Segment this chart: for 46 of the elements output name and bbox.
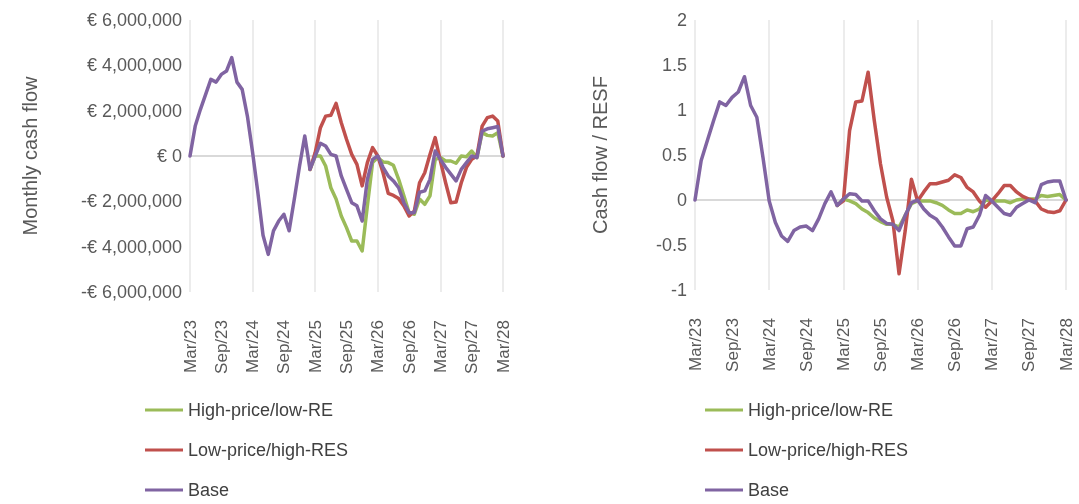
x-tick-label: Mar/23 <box>180 320 200 373</box>
x-tick-label: Sep/24 <box>796 318 816 372</box>
x-tick-label: Mar/23 <box>685 318 705 371</box>
x-tick-label: Mar/24 <box>243 320 263 373</box>
x-tick-label: Mar/28 <box>493 320 513 373</box>
x-tick-label: Mar/28 <box>1056 318 1076 371</box>
y-tick-label: -€ 2,000,000 <box>80 191 182 212</box>
line-series <box>693 74 1068 248</box>
x-tick-label: Mar/26 <box>368 320 388 373</box>
y-tick-label: 2 <box>676 10 687 30</box>
legend-label: Low-price/high-RES <box>748 440 909 460</box>
x-tick-label: Sep/26 <box>399 320 419 374</box>
line-series <box>188 55 505 257</box>
y-axis-title: Monthly cash flow <box>19 75 41 236</box>
x-tick-label: Mar/25 <box>305 320 325 373</box>
x-tick-label: Sep/27 <box>462 320 482 374</box>
x-tick-label: Sep/23 <box>722 318 742 372</box>
x-tick-label: Sep/25 <box>871 318 890 372</box>
x-tick-label: Mar/24 <box>759 318 779 371</box>
y-tick-label: € 2,000,000 <box>86 100 182 121</box>
x-tick-label: Mar/27 <box>430 320 450 373</box>
x-tick-label: Sep/23 <box>211 320 231 374</box>
legend-label: Low-price/high-RES <box>188 440 349 460</box>
x-tick-label: Mar/27 <box>982 318 1002 371</box>
legend-label: High-price/low-RE <box>188 400 334 420</box>
y-tick-label: € 4,000,000 <box>86 55 182 76</box>
y-tick-label: 0 <box>676 190 687 210</box>
x-tick-label: Mar/26 <box>908 318 928 371</box>
y-tick-label: 1 <box>676 100 687 120</box>
y-tick-label: € 0 <box>156 146 182 166</box>
y-tick-label: -€ 4,000,000 <box>80 236 182 257</box>
y-tick-label: -0.5 <box>655 235 687 255</box>
y-tick-label: -€ 6,000,000 <box>80 282 182 302</box>
legend-label: Base <box>188 480 230 500</box>
x-tick-label: Sep/27 <box>1019 318 1039 372</box>
x-tick-label: Sep/25 <box>337 320 356 374</box>
x-tick-label: Mar/25 <box>833 318 853 371</box>
legend-label: Base <box>748 480 790 500</box>
y-tick-label: -1 <box>670 280 687 300</box>
legend-label: High-price/low-RE <box>748 400 894 420</box>
y-tick-label: 1.5 <box>661 55 687 75</box>
x-tick-label: Sep/24 <box>274 320 294 374</box>
x-tick-label: Sep/26 <box>945 318 965 372</box>
y-tick-label: € 6,000,000 <box>86 10 182 30</box>
y-axis-title: Cash flow / RESF <box>589 76 611 234</box>
y-tick-label: 0.5 <box>661 145 687 165</box>
